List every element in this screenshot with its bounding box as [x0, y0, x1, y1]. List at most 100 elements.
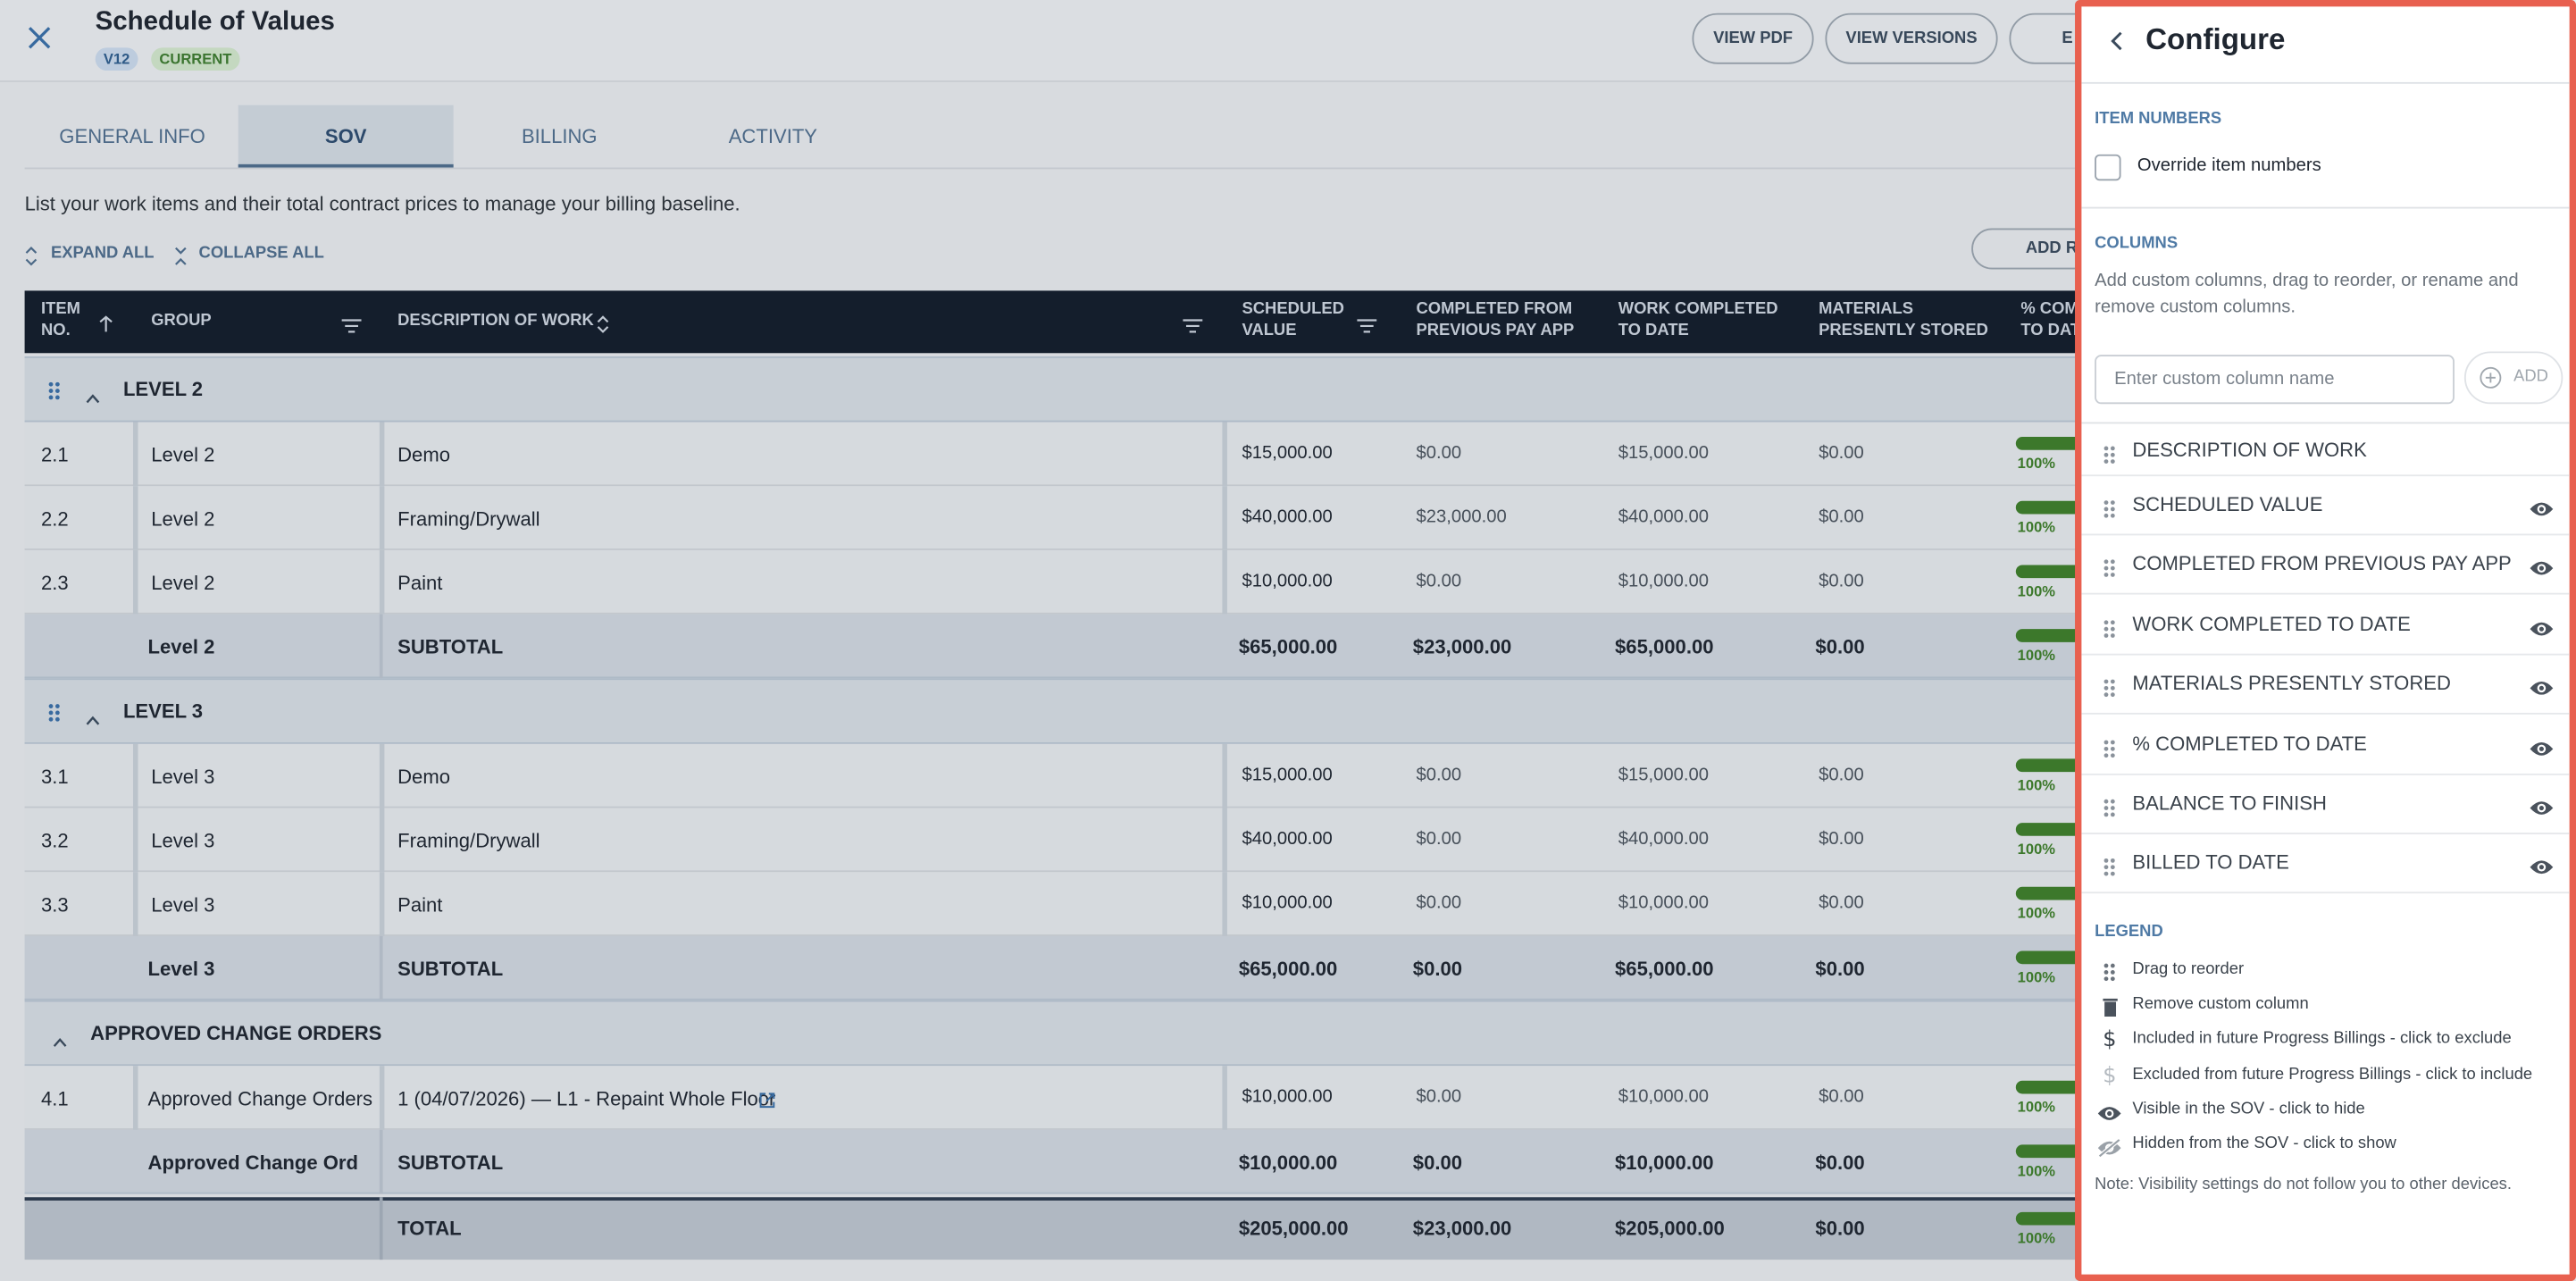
drag-handle-svg	[48, 381, 60, 400]
expand-all[interactable]: EXPAND ALL	[51, 244, 155, 264]
subtotal-cell: $65,000.00	[1615, 635, 1714, 659]
tab[interactable]: GENERAL INFO	[59, 124, 205, 148]
svg-text:$: $	[2103, 1029, 2116, 1052]
header-button[interactable]: VIEW PDF	[1692, 13, 1814, 64]
cell: $15,000.00	[1618, 443, 1709, 464]
subtotal-cell: SUBTOTAL	[397, 957, 504, 981]
group-row	[24, 1000, 2095, 1067]
section-heading: LEGEND	[2095, 923, 2163, 942]
expand-icon	[25, 245, 38, 266]
column-header: GROUP	[151, 312, 212, 331]
cell: Level 3	[151, 893, 215, 917]
column-header: SCHEDULED	[1242, 300, 1344, 319]
column-header: COMPLETED FROM	[1416, 300, 1573, 319]
progress-bar	[2015, 1211, 2082, 1226]
tabs-divider	[24, 167, 2078, 170]
subtotal-cell: SUBTOTAL	[397, 1151, 504, 1175]
column-item[interactable]: BILLED TO DATE	[2132, 851, 2289, 875]
back-button[interactable]	[2111, 29, 2125, 51]
cell-divider	[379, 1197, 383, 1260]
progress-label: 100%	[2017, 968, 2056, 986]
drag-handle-svg	[48, 704, 60, 722]
checkbox[interactable]	[2095, 154, 2121, 181]
cell-divider	[379, 743, 385, 808]
column-header: WORK COMPLETED	[1618, 300, 1778, 319]
column-item[interactable]: DESCRIPTION OF WORK	[2132, 438, 2367, 462]
eye-icon-svg	[2530, 741, 2554, 755]
collapse-group[interactable]	[86, 705, 101, 725]
column-header: VALUE	[1242, 322, 1297, 340]
collapse-group[interactable]	[86, 382, 101, 404]
column-name-input[interactable]: Enter custom column name	[2095, 355, 2455, 405]
cell: 3.2	[40, 829, 69, 853]
column-header: DESCRIPTION OF WORK	[397, 312, 594, 331]
divider	[2081, 206, 2570, 209]
cell-divider	[1222, 872, 1227, 936]
progress-label: 100%	[2017, 518, 2056, 536]
cell-divider	[379, 935, 383, 1001]
column-item[interactable]: BALANCE TO FINISH	[2132, 791, 2327, 815]
add-column-button[interactable]: ADD	[2463, 351, 2563, 405]
column-item[interactable]: WORK COMPLETED TO DATE	[2132, 612, 2411, 636]
column-item[interactable]: % COMPLETED TO DATE	[2132, 732, 2367, 755]
eye-icon[interactable]	[2529, 857, 2555, 876]
cell: $0.00	[1819, 893, 1864, 914]
column-header: TO DAT	[2020, 322, 2081, 340]
table-header	[24, 290, 2095, 354]
divider	[2081, 653, 2570, 656]
cell: $10,000.00	[1618, 893, 1709, 914]
column-header: PREVIOUS PAY APP	[1416, 322, 1575, 340]
data-row	[24, 486, 2095, 550]
drag-handle	[2103, 498, 2116, 518]
progress-label: 100%	[2017, 1098, 2056, 1116]
cell-divider	[379, 1066, 385, 1130]
collapse-all[interactable]: COLLAPSE ALL	[198, 244, 324, 264]
data-row	[24, 549, 2095, 615]
column-item[interactable]: SCHEDULED VALUE	[2132, 492, 2323, 516]
eye-icon[interactable]	[2529, 677, 2555, 697]
external-link[interactable]	[759, 1087, 775, 1109]
tab[interactable]: BILLING	[521, 124, 598, 148]
eye-icon[interactable]	[2529, 797, 2555, 816]
cell: $0.00	[1819, 443, 1864, 464]
cell-divider	[132, 549, 138, 615]
eye-icon[interactable]	[2529, 737, 2555, 757]
progress-bar	[2015, 950, 2082, 965]
subtotal-cell: $0.00	[1815, 957, 1865, 981]
cell-divider	[1222, 549, 1227, 615]
progress-label: 100%	[2017, 776, 2056, 793]
collapse-group[interactable]	[53, 1026, 68, 1047]
cell: 3.1	[40, 765, 69, 789]
eye-icon[interactable]	[2529, 617, 2555, 637]
panel-title: Configure	[2145, 22, 2286, 56]
drag-handle	[2103, 677, 2116, 698]
progress-label: 100%	[2017, 1162, 2056, 1180]
dim-overlay	[0, 0, 2084, 1281]
column-item[interactable]: COMPLETED FROM PREVIOUS PAY APP	[2132, 552, 2512, 576]
filter-icon-svg	[1357, 319, 1377, 333]
header-button[interactable]: VIEW VERSIONS	[1825, 13, 1998, 64]
progress-bar	[2015, 886, 2082, 900]
data-row	[24, 743, 2095, 808]
progress-label: 100%	[2017, 582, 2056, 600]
subtotal-cell: Approved Change Ord...	[147, 1151, 358, 1175]
eye-icon[interactable]	[2529, 557, 2555, 577]
trash-icon-svg	[2103, 999, 2118, 1017]
cell: Demo	[397, 443, 450, 467]
dollar-icon-svg: $	[2103, 1027, 2116, 1052]
cell: $40,000.00	[1242, 829, 1333, 850]
dollar-icon: $	[2103, 1027, 2118, 1052]
divider	[2081, 422, 2570, 424]
column-item[interactable]: MATERIALS PRESENTLY STORED	[2132, 672, 2451, 696]
eye-icon[interactable]	[2529, 498, 2555, 517]
cell-divider	[379, 486, 385, 550]
tab[interactable]: ACTIVITY	[728, 124, 818, 148]
intro-text: List your work items and their total con…	[24, 192, 740, 215]
cell: Level 3	[151, 765, 215, 789]
legend-text: Included in future Progress Billings - c…	[2132, 1030, 2512, 1049]
close-button[interactable]	[28, 26, 51, 49]
tab[interactable]: SOV	[238, 105, 454, 168]
cell: Paint	[397, 571, 443, 595]
progress-bar	[2015, 565, 2082, 579]
